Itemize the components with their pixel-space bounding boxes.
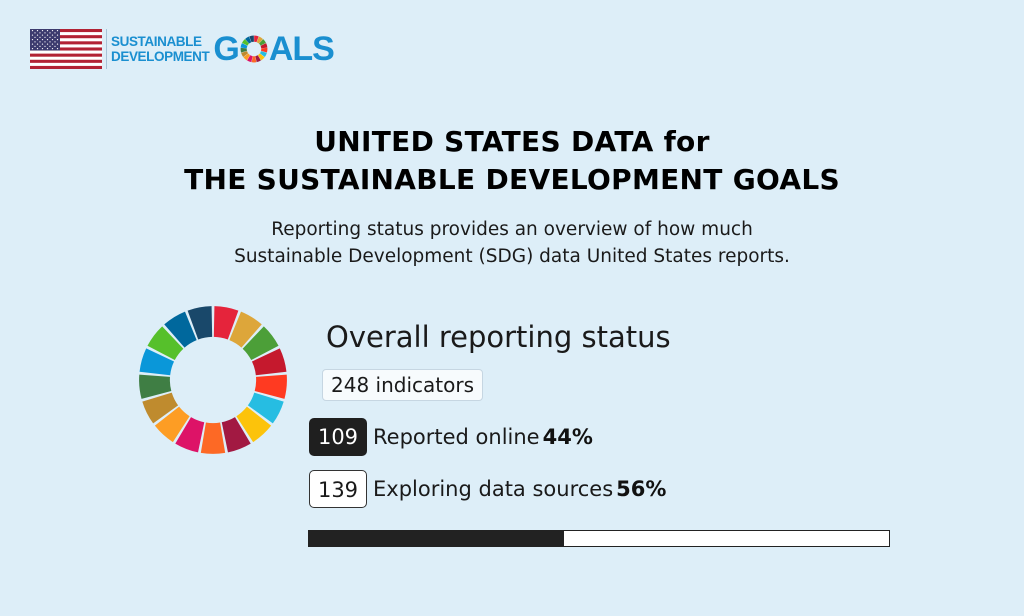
sdg-wheel-segment <box>175 417 205 453</box>
reporting-progress-fill <box>309 531 565 546</box>
reported-percent: 44% <box>542 425 593 449</box>
sdg-wheel-segment <box>246 55 253 63</box>
sdg-wheel-segment <box>243 53 250 61</box>
sdg-wheel-segment <box>258 39 266 46</box>
sdg-wheel-segment <box>257 53 265 61</box>
sdg-wheel-segment <box>255 55 261 63</box>
sdg-wheel-icon <box>240 35 268 63</box>
sdg-wheel-segment <box>256 36 263 44</box>
sdg-wheel-segment <box>251 56 257 63</box>
sdg-wheel-segment <box>251 348 287 376</box>
exploring-percent: 56% <box>616 477 667 501</box>
sdg-wheel-segment <box>139 374 172 399</box>
reported-label: Reported online <box>373 425 540 449</box>
logo-line-development: DEVELOPMENT <box>111 49 210 64</box>
sdg-wheel-segment <box>244 36 252 44</box>
page-subtitle: Reporting status provides an overview of… <box>0 216 1024 270</box>
sdg-wheel-segment <box>142 392 179 424</box>
sdg-wheel-segment <box>247 392 284 424</box>
sdg-wheel-segment <box>200 422 226 454</box>
page-title-line1: UNITED STATES DATA for <box>314 125 710 158</box>
indicators-count-badge: 248 indicators <box>322 369 483 401</box>
exploring-sources-row: 139 Exploring data sources 56% <box>309 470 666 508</box>
page-subtitle-line2: Sustainable Development (SDG) data Unite… <box>234 246 790 267</box>
logo-goals-g: G <box>213 30 239 68</box>
sdg-wheel-segment <box>253 35 259 43</box>
sdg-wheel-segment <box>213 306 239 340</box>
sdg-wheel-segment <box>187 306 213 340</box>
sdg-wheel-segment <box>260 47 268 53</box>
sdg-wheel-icon <box>139 306 287 454</box>
page-title: UNITED STATES DATA for THE SUSTAINABLE D… <box>0 123 1024 199</box>
sdg-wheel-segment <box>139 348 175 376</box>
sdg-wheel-segment <box>229 311 262 348</box>
sdg-wheel-segment <box>154 406 190 443</box>
sdg-wheel-segment <box>240 51 248 57</box>
sdg-wheel-segment <box>249 35 254 43</box>
sdg-wheel-segment <box>254 374 287 399</box>
logo-line-sustainable: SUSTAINABLE <box>111 34 202 49</box>
sdg-header: SUSTAINABLE DEVELOPMENT G ALS <box>30 28 335 70</box>
logo-wordmark: SUSTAINABLE DEVELOPMENT <box>111 34 210 64</box>
sdg-wheel-segment <box>240 43 248 49</box>
page-subtitle-line1: Reporting status provides an overview of… <box>271 219 753 240</box>
logo-goals: G ALS <box>213 29 335 69</box>
reported-online-row: 109 Reported online 44% <box>309 418 593 456</box>
sdg-wheel-segment <box>242 326 279 361</box>
reporting-progress-bar <box>308 530 890 547</box>
sdg-wheel-segment <box>259 51 267 57</box>
exploring-label: Exploring data sources <box>373 477 614 501</box>
sdg-wheel-segment <box>240 47 247 53</box>
logo-goals-als: ALS <box>268 30 335 68</box>
sdg-wheel-segment <box>147 326 184 361</box>
sdg-wheel-segment <box>260 43 268 49</box>
exploring-count-badge: 139 <box>309 470 367 508</box>
sdg-wheel-segment <box>241 39 249 46</box>
us-flag-icon <box>30 29 102 69</box>
logo-divider <box>106 29 107 69</box>
sdg-wheel-segment <box>236 406 272 443</box>
sdg-wheel-segment <box>221 417 251 453</box>
reported-count-badge: 109 <box>309 418 367 456</box>
sdg-wheel-segment <box>164 311 197 348</box>
status-heading: Overall reporting status <box>326 320 671 354</box>
page-title-line2: THE SUSTAINABLE DEVELOPMENT GOALS <box>184 163 840 196</box>
